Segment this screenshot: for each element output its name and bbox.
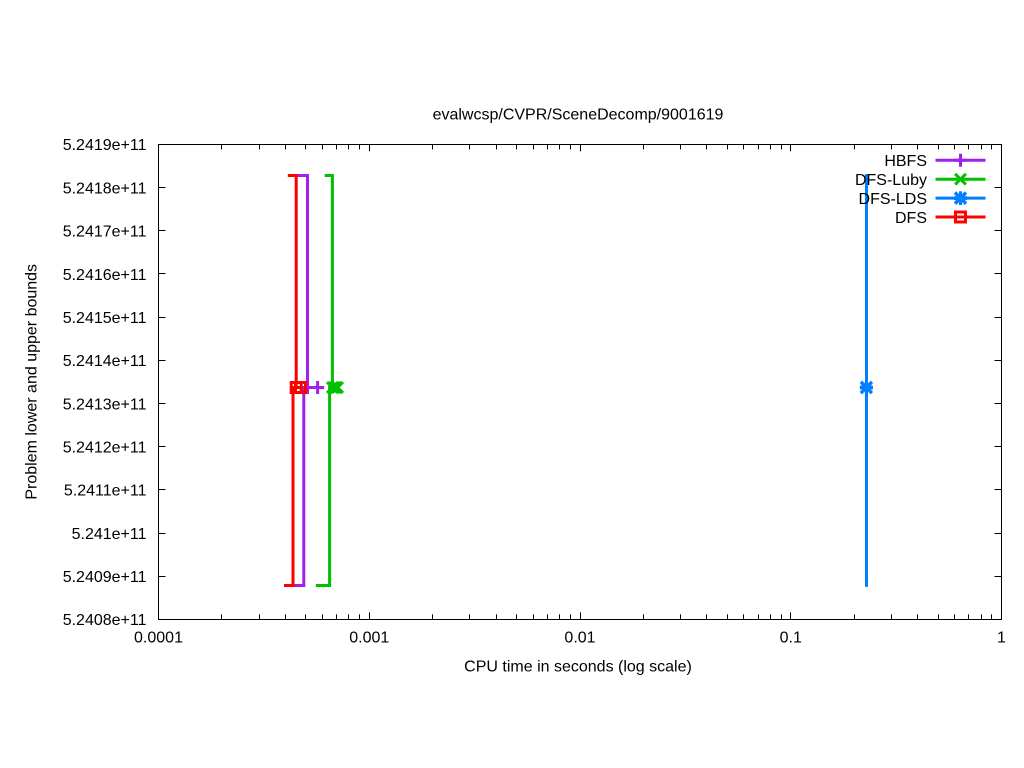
svg-text:5.2417e+11: 5.2417e+11 [63, 224, 147, 241]
svg-text:5.2412e+11: 5.2412e+11 [63, 439, 147, 456]
svg-text:Problem lower and upper bounds: Problem lower and upper bounds [23, 264, 40, 500]
svg-text:evalwcsp/CVPR/SceneDecomp/9001: evalwcsp/CVPR/SceneDecomp/9001619 [433, 107, 724, 124]
svg-text:5.241e+11: 5.241e+11 [72, 526, 147, 543]
svg-text:1: 1 [997, 630, 1006, 647]
svg-text:0.001: 0.001 [349, 630, 389, 647]
svg-text:5.2409e+11: 5.2409e+11 [63, 569, 147, 586]
svg-text:5.2408e+11: 5.2408e+11 [63, 612, 147, 629]
svg-text:DFS-LDS: DFS-LDS [859, 191, 927, 208]
svg-text:HBFS: HBFS [884, 153, 927, 170]
svg-text:5.2414e+11: 5.2414e+11 [63, 353, 147, 370]
svg-text:0.0001: 0.0001 [134, 630, 183, 647]
svg-text:DFS: DFS [895, 210, 927, 227]
svg-text:5.2411e+11: 5.2411e+11 [64, 483, 147, 500]
svg-text:DFS-Luby: DFS-Luby [855, 172, 927, 189]
svg-text:5.2418e+11: 5.2418e+11 [63, 180, 147, 197]
svg-text:0.1: 0.1 [780, 630, 802, 647]
svg-text:CPU time in seconds (log scale: CPU time in seconds (log scale) [464, 658, 692, 675]
svg-text:5.2415e+11: 5.2415e+11 [63, 310, 147, 327]
svg-text:5.2419e+11: 5.2419e+11 [63, 137, 147, 154]
svg-text:5.2416e+11: 5.2416e+11 [63, 267, 147, 284]
svg-text:0.01: 0.01 [564, 630, 595, 647]
svg-text:5.2413e+11: 5.2413e+11 [63, 396, 147, 413]
